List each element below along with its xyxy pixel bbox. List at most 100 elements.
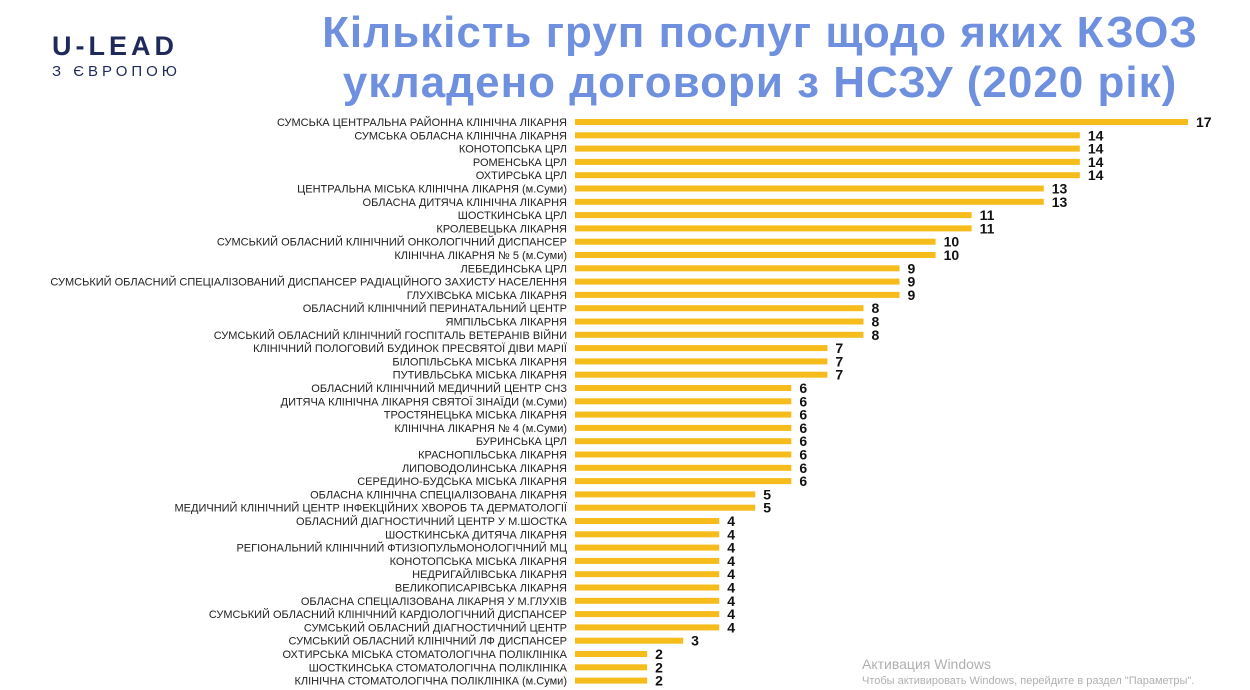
bar (575, 677, 648, 684)
bar (575, 504, 756, 511)
bar (575, 451, 792, 458)
bar (575, 531, 720, 538)
value-label: 6 (799, 460, 807, 476)
value-label: 6 (799, 473, 807, 489)
bar (575, 651, 648, 657)
value-label: 14 (1088, 154, 1104, 170)
category-label: СЕРЕДИНО-БУДСЬКА МІСЬКА ЛІКАРНЯ (357, 476, 567, 488)
bar (575, 464, 792, 471)
value-label: 4 (727, 513, 735, 529)
value-label: 14 (1088, 141, 1104, 157)
bar (575, 119, 1188, 125)
bar (575, 252, 936, 258)
bar (575, 225, 972, 232)
value-label: 17 (1196, 114, 1212, 130)
bar (575, 212, 972, 219)
value-label: 4 (727, 540, 735, 556)
value-label: 4 (727, 619, 735, 635)
category-label: РЕГІОНАЛЬНИЙ КЛІНІЧНИЙ ФТИЗІОПУЛЬМОНОЛОГ… (236, 542, 567, 555)
bar (575, 185, 1044, 192)
category-label: ОБЛАСНА ДИТЯЧА КЛІНІЧНА ЛІКАРНЯ (363, 197, 568, 209)
category-label: ОБЛАСНА СПЕЦІАЛІЗОВАНА ЛІКАРНЯ У М.ГЛУХІ… (301, 596, 567, 608)
category-label: КОНОТОПСЬКА ЦРЛ (459, 144, 567, 156)
category-label: ШОСТКИНСЬКА СТОМАТОЛОГІЧНА ПОЛІКЛІНІКА (309, 662, 568, 674)
bar (575, 411, 792, 418)
value-label: 14 (1088, 127, 1104, 143)
chart-title: Кількість груп послуг щодо яких КЗОЗ укл… (200, 8, 1250, 108)
chart-title-line-2: укладено договори з НСЗУ (2020 рік) (342, 58, 1178, 107)
chart-title-line-1: Кількість груп послуг щодо яких КЗОЗ (322, 8, 1198, 57)
category-label: КРОЛЕВЕЦЬКА ЛІКАРНЯ (436, 223, 567, 235)
category-label: ШОСТКИНСЬКА ЦРЛ (458, 210, 567, 222)
bar (575, 291, 900, 298)
category-label: КЛІНІЧНА ЛІКАРНЯ № 5 (м.Суми) (394, 250, 567, 262)
value-label: 4 (727, 566, 735, 582)
value-label: 13 (1052, 194, 1068, 210)
bar (575, 305, 864, 312)
bar (575, 158, 1080, 165)
value-label: 7 (835, 353, 843, 369)
category-label: РОМЕНСЬКА ЦРЛ (473, 157, 567, 169)
bar (575, 331, 864, 338)
value-label: 10 (944, 234, 960, 250)
category-label: СУМСЬКИЙ ОБЛАСНИЙ КЛІНІЧНИЙ ГОСПІТАЛЬ ВЕ… (214, 329, 567, 342)
category-label: СУМСЬКА ЦЕНТРАЛЬНА РАЙОННА КЛІНІЧНА ЛІКА… (277, 116, 567, 129)
value-label: 2 (655, 659, 663, 675)
category-label: СУМСЬКИЙ ОБЛАСНИЙ ДІАГНОСТИЧНИЙ ЦЕНТР (304, 621, 567, 634)
category-label: ГЛУХІВСЬКА МІСЬКА ЛІКАРНЯ (407, 290, 567, 302)
bar (575, 358, 828, 365)
value-label: 4 (727, 593, 735, 609)
bar (575, 318, 864, 325)
category-label: ЦЕНТРАЛЬНА МІСЬКА КЛІНІЧНА ЛІКАРНЯ (м.Су… (297, 184, 567, 196)
value-label: 6 (799, 447, 807, 463)
category-label: МЕДИЧНИЙ КЛІНІЧНИЙ ЦЕНТР ІНФЕКЦІЙНИХ ХВО… (175, 502, 568, 515)
value-label: 4 (727, 526, 735, 542)
category-label: КЛІНІЧНА СТОМАТОЛОГІЧНА ПОЛІКЛІНІКА (м.С… (294, 676, 567, 688)
value-label: 6 (799, 380, 807, 396)
value-label: 2 (655, 673, 663, 689)
logo-sub-text: З ЄВРОПОЮ (52, 63, 181, 80)
category-label: ШОСТКИНСЬКА ДИТЯЧА ЛІКАРНЯ (385, 529, 567, 541)
bar (575, 172, 1080, 179)
bar (575, 398, 792, 405)
bar (575, 478, 792, 485)
value-label: 11 (980, 220, 995, 236)
value-label: 8 (871, 327, 879, 343)
category-label: СУМСЬКИЙ ОБЛАСНИЙ КЛІНІЧНИЙ ОНКОЛОГІЧНИЙ… (217, 236, 567, 249)
category-label: ПУТИВЛЬСЬКА МІСЬКА ЛІКАРНЯ (393, 370, 567, 382)
bar (575, 544, 720, 551)
value-label: 14 (1088, 167, 1104, 183)
value-label: 7 (835, 367, 843, 383)
bar (575, 238, 936, 245)
value-label: 4 (727, 606, 735, 622)
value-label: 11 (980, 207, 995, 223)
value-label: 4 (727, 553, 735, 569)
value-label: 7 (835, 340, 843, 356)
bar (575, 664, 648, 671)
value-label: 6 (799, 407, 807, 423)
bar (575, 597, 720, 604)
value-label: 8 (871, 314, 879, 330)
bar (575, 132, 1080, 139)
value-label: 13 (1052, 181, 1068, 197)
value-label: 10 (944, 247, 960, 263)
value-label: 6 (799, 433, 807, 449)
logo-main-text: U-LEAD (52, 31, 178, 61)
category-label: ОБЛАСНИЙ КЛІНІЧНИЙ ПЕРИНАТАЛЬНИЙ ЦЕНТР (303, 302, 567, 315)
bar (575, 198, 1044, 205)
category-label: ОХТИРСЬКА МІСЬКА СТОМАТОЛОГІЧНА ПОЛІКЛІН… (282, 649, 567, 661)
bar (575, 438, 792, 445)
bar (575, 265, 900, 272)
category-label: КОНОТОПСЬКА МІСЬКА ЛІКАРНЯ (390, 556, 567, 568)
category-label: НЕДРИГАЙЛІВСЬКА ЛІКАРНЯ (412, 568, 567, 581)
bar (575, 611, 720, 618)
category-label: КЛІНІЧНИЙ ПОЛОГОВИЙ БУДИНОК ПРЕСВЯТОЇ ДІ… (253, 342, 568, 355)
value-label: 5 (763, 486, 771, 502)
bar (575, 491, 756, 498)
category-label: ВЕЛИКОПИСАРІВСЬКА ЛІКАРНЯ (395, 583, 567, 595)
bar (575, 278, 900, 285)
bar (575, 345, 828, 352)
category-label: БУРИНСЬКА ЦРЛ (476, 436, 567, 448)
watermark-text: Чтобы активировать Windows, перейдите в … (862, 675, 1195, 687)
